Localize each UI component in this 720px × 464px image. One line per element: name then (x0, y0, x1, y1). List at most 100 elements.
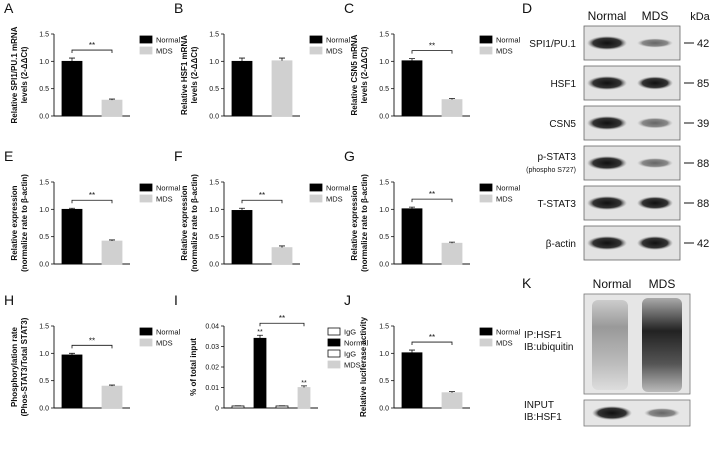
legend-label: Normal (496, 36, 521, 45)
band (637, 38, 673, 47)
legend-swatch (480, 36, 492, 43)
band (592, 406, 632, 420)
y-tick-label: 0.5 (39, 378, 49, 385)
y-tick-label: 0.0 (39, 262, 49, 269)
band (644, 408, 680, 418)
legend-label: Normal (156, 184, 181, 193)
bar (62, 209, 82, 264)
y-tick-label: 0.0 (379, 114, 389, 121)
band (587, 116, 627, 130)
blot-label: IB:ubiquitin (524, 342, 573, 353)
y-axis-label: (normalize rate to β-actin) (190, 174, 199, 272)
y-tick-label: 1.5 (209, 32, 219, 39)
y-tick-label: 0.0 (379, 406, 389, 413)
y-axis-label: levels (2-ΔΔCt) (360, 46, 369, 103)
band (637, 158, 673, 168)
y-tick-label: 1.5 (209, 180, 219, 187)
bar (102, 386, 122, 408)
band (587, 76, 627, 90)
y-tick-label: 1.0 (209, 207, 219, 214)
significance-bracket (412, 199, 452, 202)
legend-swatch (480, 184, 492, 191)
bar (402, 209, 422, 264)
legend-label: MDS (326, 195, 343, 204)
bar (62, 61, 82, 116)
significance-label: ** (429, 42, 435, 51)
bar (442, 100, 462, 116)
significance-bracket (72, 200, 112, 203)
significance-label: ** (259, 191, 265, 200)
legend-label: Normal (496, 328, 521, 337)
bar-annotation: ** (301, 380, 307, 387)
y-tick-label: 0.03 (205, 344, 219, 351)
y-tick-label: 0.0 (209, 262, 219, 269)
significance-bracket (72, 345, 112, 348)
row-label: CSN5 (549, 119, 576, 130)
bar (272, 248, 292, 264)
row-label: T-STAT3 (537, 199, 576, 210)
row-label: SPI1/PU.1 (529, 39, 576, 50)
y-tick-label: 1.0 (379, 59, 389, 66)
legend-swatch (480, 47, 492, 54)
y-tick-label: 0 (215, 406, 219, 413)
panel-label: J (344, 292, 351, 308)
legend-swatch (140, 339, 152, 346)
legend-label: Normal (496, 184, 521, 193)
bar (276, 406, 288, 408)
legend-swatch (140, 184, 152, 191)
y-tick-label: 0.02 (205, 365, 219, 372)
column-label: Normal (588, 9, 627, 23)
legend-swatch (328, 328, 340, 335)
legend-swatch (328, 350, 340, 357)
panel-label: K (522, 275, 532, 291)
error-bar (409, 350, 415, 353)
error-bar (279, 58, 285, 61)
legend-swatch (480, 328, 492, 335)
legend-label: MDS (156, 195, 173, 204)
panel-label: F (174, 148, 183, 164)
row-label: HSF1 (550, 79, 576, 90)
bar (254, 338, 266, 408)
y-tick-label: 0.04 (205, 324, 219, 331)
row-label: p-STAT3 (537, 152, 576, 163)
kda-label: 85 (697, 78, 709, 90)
band (587, 236, 627, 250)
blot-k: K Normal MDS IP:HSF1 IB:ubiquitin INPUT … (522, 275, 690, 426)
y-tick-label: 1.5 (379, 32, 389, 39)
legend-label: IgG (344, 350, 356, 359)
y-axis-label: Relative CSN5 mRNA (350, 34, 359, 115)
significance-bracket (260, 323, 304, 326)
y-tick-label: 1.5 (39, 180, 49, 187)
legend-swatch (140, 195, 152, 202)
y-tick-label: 0.0 (209, 114, 219, 121)
significance-bracket (412, 342, 452, 345)
column-label: MDS (642, 9, 669, 23)
bar (102, 100, 122, 116)
blot-label: IP:HSF1 (524, 330, 562, 341)
error-bar (69, 58, 75, 61)
legend-swatch (310, 184, 322, 191)
y-tick-label: 0.5 (39, 86, 49, 93)
y-axis-label: (normalize rate to β-actin) (20, 174, 29, 272)
y-tick-label: 0.5 (209, 86, 219, 93)
legend-swatch (310, 47, 322, 54)
y-axis-label: levels (2-ΔΔCt) (20, 46, 29, 103)
band (637, 236, 673, 250)
bar (442, 243, 462, 264)
lane-smear (592, 300, 628, 390)
y-tick-label: 0.5 (209, 234, 219, 241)
significance-label: ** (89, 41, 95, 50)
panel-label: D (522, 0, 532, 16)
column-label: MDS (649, 277, 676, 291)
bar (402, 61, 422, 116)
y-tick-label: 1.0 (39, 351, 49, 358)
legend-swatch (140, 328, 152, 335)
row-label: β-actin (546, 239, 576, 250)
